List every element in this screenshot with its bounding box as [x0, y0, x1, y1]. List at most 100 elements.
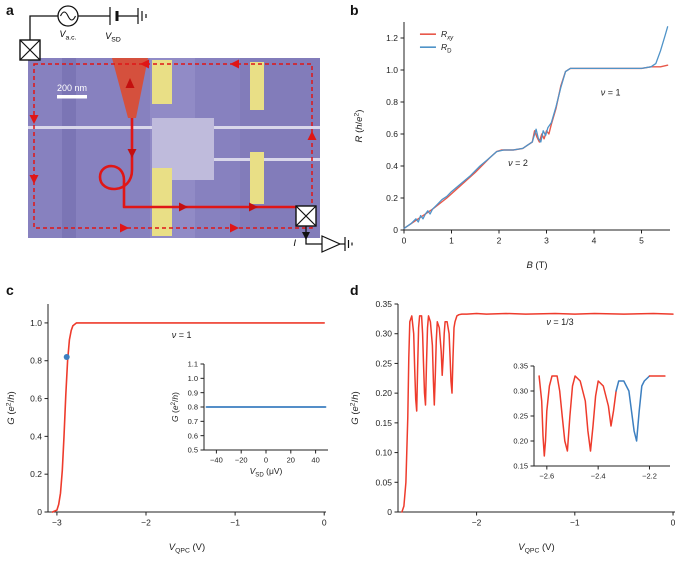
series-Rxy [403, 64, 669, 230]
x-axis-label: VSD (μV) [250, 466, 283, 478]
y-tick-label: 1.0 [386, 65, 398, 75]
x-tick-label: −3 [52, 518, 62, 528]
y-axis-label: G (e2/h) [5, 391, 17, 424]
series-G_red [538, 375, 617, 457]
x-tick-label: 5 [639, 236, 644, 246]
y-tick-label: 0.25 [513, 412, 528, 421]
x-axis-label: VQPC (V) [518, 542, 554, 555]
x-tick-label: −2.2 [642, 472, 657, 481]
annotation: ν = 1/3 [546, 317, 573, 327]
current-arrow-icon [302, 232, 310, 240]
ohmic-contact-icon-bottom-right [295, 205, 317, 227]
inset-background [168, 356, 336, 480]
panel-label-b: b [350, 2, 359, 18]
panel-c-chart: −3 −2 −1 0 0 0.2 0.4 0.6 0.8 1.0 ν = 1 VQPC (V) G (e… [5, 304, 327, 555]
y-tick-label: 0.15 [513, 462, 528, 471]
series-RD [403, 26, 669, 230]
panel-label-c: c [6, 282, 14, 298]
amplifier-icon [321, 235, 342, 253]
y-tick-label: 0.25 [375, 358, 392, 368]
y-tick-label: 0 [393, 225, 398, 235]
x-tick-label: 2 [497, 236, 502, 246]
x-tick-label: 1 [449, 236, 454, 246]
panel-label-d: d [350, 282, 359, 298]
y-tick-label: 0.2 [30, 469, 42, 479]
x-tick-label: −1 [230, 518, 240, 528]
sine-wave-icon [60, 11, 76, 21]
vsd-label: VSD [105, 31, 121, 44]
y-tick-label: 0.35 [513, 362, 528, 371]
y-tick-label: 0.20 [375, 388, 392, 398]
y-tick-label: 1.0 [188, 374, 198, 383]
y-tick-label: 0.15 [375, 418, 392, 428]
panel-label-a: a [6, 2, 14, 18]
y-tick-label: 0.9 [188, 388, 198, 397]
x-tick-label: −1 [570, 518, 580, 528]
y-axis-label: R (h/e2) [353, 110, 365, 143]
y-tick-label: 0.8 [188, 403, 198, 412]
series-G [51, 322, 325, 513]
x-tick-label: −2 [141, 518, 151, 528]
x-tick-label: −20 [235, 456, 248, 465]
x-tick-label: 4 [592, 236, 597, 246]
y-tick-label: 0.5 [188, 446, 198, 455]
x-tick-label: 3 [544, 236, 549, 246]
annotation: ν = 1 [601, 88, 621, 98]
panel-b-chart: 0 1 2 3 4 5 0 0.2 0.4 0.6 0.8 1.0 1.2 ν = 1 ν = 2 B (T)… [353, 22, 670, 271]
data-marker [63, 353, 70, 360]
y-tick-label: 0.8 [30, 356, 42, 366]
panel-a-device-schematic: Va.c. VSD [19, 5, 353, 253]
y-tick-label: 0.6 [30, 394, 42, 404]
vac-label: Va.c. [60, 29, 77, 42]
ohmic-contact-icon-top-left [19, 39, 41, 61]
x-tick-label: 40 [311, 456, 319, 465]
series-G [401, 312, 674, 513]
series-G_blue [615, 375, 651, 442]
wire [29, 15, 58, 40]
x-tick-label: 0 [671, 518, 676, 528]
y-tick-label: 0.6 [188, 431, 198, 440]
y-tick-label: 0.7 [188, 417, 198, 426]
y-tick-label: 1.1 [188, 360, 198, 369]
y-tick-label: 1.2 [386, 33, 398, 43]
y-tick-label: 0.35 [375, 299, 392, 309]
y-tick-label: 0.30 [375, 329, 392, 339]
panel-d-inset-chart: −2.6 −2.4 −2.2 0.15 0.20 0.25 0.30 0.35 [498, 360, 678, 486]
x-axis-label: VQPC (V) [169, 542, 205, 555]
y-tick-label: 0 [37, 507, 42, 517]
legend-label: RD [441, 42, 452, 54]
y-tick-label: 0.8 [386, 97, 398, 107]
ground-icon [137, 8, 147, 24]
y-axis-label: G (e2/h) [349, 391, 361, 424]
x-tick-label: −40 [210, 456, 223, 465]
gate-electrodes [152, 60, 264, 236]
edge-channel-path [98, 118, 298, 209]
panel-c-inset-chart: −40 −20 0 20 40 0.5 0.6 0.7 0.8 0.9 1.0 1.1 VSD (μV)… [168, 356, 336, 480]
y-tick-label: 0.6 [386, 129, 398, 139]
x-tick-label: 20 [287, 456, 295, 465]
y-tick-label: 0.4 [386, 161, 398, 171]
y-tick-label: 0.10 [375, 448, 392, 458]
x-axis-label: B (T) [526, 260, 547, 271]
flow-arrow-icons [125, 78, 258, 212]
x-tick-label: −2 [472, 518, 482, 528]
annotation: ν = 2 [508, 158, 528, 168]
scale-bar [57, 95, 87, 99]
y-tick-label: 0.30 [513, 387, 528, 396]
x-tick-label: 0 [322, 518, 327, 528]
y-tick-label: 0.4 [30, 431, 42, 441]
y-tick-label: 0.05 [375, 477, 392, 487]
y-tick-label: 1.0 [30, 318, 42, 328]
x-tick-label: −2.6 [539, 472, 554, 481]
annotation: ν = 1 [172, 330, 192, 340]
x-tick-label: 0 [264, 456, 268, 465]
y-tick-label: 0 [387, 507, 392, 517]
current-label: I [293, 238, 296, 249]
inset-background [498, 360, 678, 486]
x-tick-label: 0 [402, 236, 407, 246]
battery-icon [109, 7, 119, 25]
edge-loop-dashed [33, 63, 313, 229]
y-tick-label: 0.2 [386, 193, 398, 203]
y-tick-label: 0.20 [513, 437, 528, 446]
